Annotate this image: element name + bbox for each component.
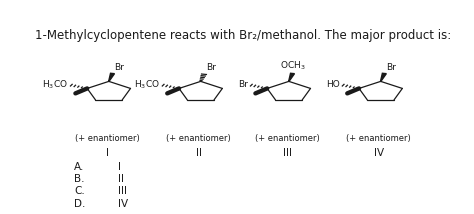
- Text: A.: A.: [74, 162, 84, 172]
- Text: 1-Methylcyclopentene reacts with Br₂/methanol. The major product is:: 1-Methylcyclopentene reacts with Br₂/met…: [35, 29, 451, 42]
- Text: H$_3$CO: H$_3$CO: [134, 78, 160, 91]
- Text: IV: IV: [118, 199, 128, 209]
- Text: B.: B.: [74, 174, 84, 184]
- Text: OCH$_3$: OCH$_3$: [280, 60, 305, 72]
- Text: H$_3$CO: H$_3$CO: [42, 78, 68, 91]
- Text: Br: Br: [206, 63, 216, 72]
- Text: III: III: [118, 186, 127, 196]
- Text: D.: D.: [74, 199, 85, 209]
- Text: Br: Br: [114, 63, 124, 72]
- Polygon shape: [109, 73, 115, 81]
- Text: (+ enantiomer): (+ enantiomer): [346, 134, 411, 143]
- Text: III: III: [283, 149, 292, 158]
- Text: I: I: [118, 162, 121, 172]
- Text: Br: Br: [386, 63, 396, 72]
- Text: (+ enantiomer): (+ enantiomer): [166, 134, 231, 143]
- Text: (+ enantiomer): (+ enantiomer): [74, 134, 139, 143]
- Text: IV: IV: [374, 149, 384, 158]
- Text: II: II: [196, 149, 202, 158]
- Text: II: II: [118, 174, 124, 184]
- Polygon shape: [381, 73, 386, 81]
- Text: HO: HO: [326, 80, 339, 89]
- Text: (+ enantiomer): (+ enantiomer): [255, 134, 319, 143]
- Text: Br: Br: [238, 80, 248, 89]
- Text: C.: C.: [74, 186, 85, 196]
- Polygon shape: [289, 73, 294, 81]
- Text: I: I: [106, 149, 109, 158]
